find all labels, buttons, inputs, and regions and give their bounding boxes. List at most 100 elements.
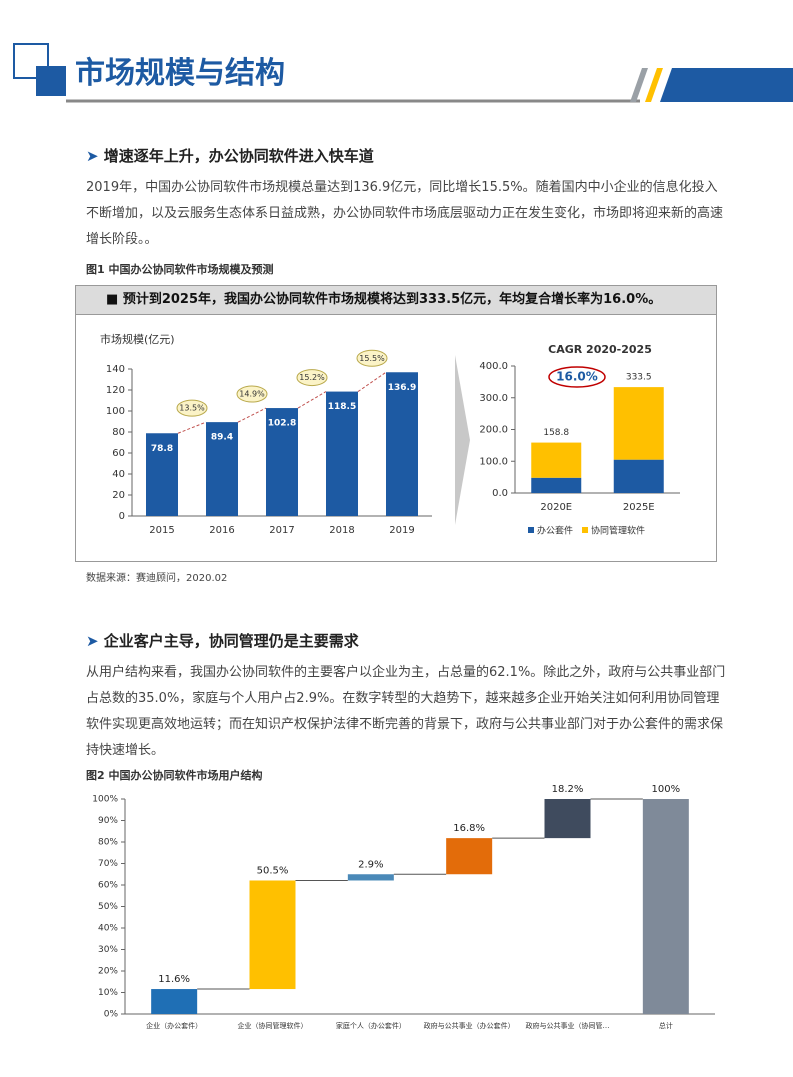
paragraph: 从用户结构来看，我国办公协同软件的主要客户以企业为主，占总量的62.1%。除此之… (86, 665, 726, 758)
bar (347, 874, 394, 881)
annotation-bubble (296, 369, 328, 387)
y-tick-label: 100 (106, 406, 125, 417)
x-tick-label: 政府与公共事业（办公套件） (424, 1021, 515, 1030)
total-label: 333.5 (626, 373, 652, 383)
legend-swatch (528, 527, 534, 533)
source: 数据来源：赛迪顾问，2020.02 (86, 573, 228, 584)
x-tick-label: 2019 (389, 525, 414, 536)
x-tick-label: 2025E (623, 502, 655, 513)
value-label: 16.8% (453, 823, 485, 834)
bar-segment (531, 477, 582, 493)
paragraph: 2019年，中国办公协同软件市场规模总量达到136.9亿元，同比增长15.5%。… (86, 180, 724, 247)
trend-line (177, 421, 207, 434)
y-tick-label: 0 (119, 511, 125, 522)
chart-title: CAGR 2020-2025 (548, 343, 652, 356)
y-tick-label: 80% (98, 838, 118, 848)
y-tick-label: 300.0 (479, 393, 508, 404)
value-label: 50.5% (257, 865, 289, 876)
y-tick-label: 40 (112, 469, 125, 480)
trend-line (237, 407, 267, 423)
heading-text: 增速逐年上升，办公协同软件进入快车道 (103, 147, 374, 165)
bar (326, 391, 358, 516)
y-tick-label: 140 (106, 364, 125, 375)
stripe (630, 68, 648, 102)
y-tick-label: 60 (112, 448, 125, 459)
header-icon (36, 66, 66, 96)
bar-segment (531, 442, 582, 478)
bar (266, 408, 298, 516)
value-label: 100% (652, 784, 681, 795)
stripe (660, 68, 793, 102)
banner: ■ 预计到2025年，我国办公协同软件市场规模将达到333.5亿元，年均复合增长… (75, 285, 717, 315)
value-label: 118.5 (328, 402, 356, 412)
x-tick-label: 2016 (209, 525, 234, 536)
bar (151, 989, 198, 1014)
annotation: 13.5% (179, 404, 205, 413)
bar (446, 838, 493, 875)
x-tick-label: 2015 (149, 525, 174, 536)
x-tick-label: 2017 (269, 525, 294, 536)
bar-segment (613, 387, 664, 460)
stripe (645, 68, 663, 102)
bar (249, 880, 296, 990)
annotation: 15.5% (359, 354, 385, 363)
value-label: 89.4 (211, 433, 233, 443)
annotation-bubble (176, 399, 208, 417)
y-tick-label: 50% (98, 902, 118, 912)
section-heading: ➤ 增速逐年上升，办公协同软件进入快车道 (86, 147, 374, 165)
x-tick-label: 2018 (329, 525, 354, 536)
figure-caption: 图2 中国办公协同软件市场用户结构 (86, 769, 263, 782)
banner-text: 预计到2025年，我国办公协同软件市场规模将达到333.5亿元，年均复合增长率为… (122, 292, 662, 307)
y-tick-label: 400.0 (479, 361, 508, 372)
annotation: 16.0% (556, 370, 598, 384)
y-tick-label: 100% (92, 795, 118, 805)
section-heading: ➤ 企业客户主导，协同管理仍是主要需求 (86, 632, 359, 650)
y-tick-label: 10% (98, 988, 118, 998)
legend-label: 办公套件 (537, 525, 573, 537)
heading-text: 企业客户主导，协同管理仍是主要需求 (103, 632, 359, 650)
chevron (455, 355, 470, 525)
value-label: 18.2% (552, 784, 584, 795)
value-label: 2.9% (358, 859, 383, 870)
y-tick-label: 60% (98, 881, 118, 891)
bar (386, 372, 418, 516)
y-tick-label: 20 (112, 490, 125, 501)
total-label: 158.8 (543, 428, 569, 438)
x-tick-label: 总计 (659, 1021, 673, 1030)
x-tick-label: 企业（办公套件） (146, 1021, 202, 1030)
figure-caption: 图1 中国办公协同软件市场规模及预测 (86, 263, 274, 276)
value-label: 11.6% (158, 974, 190, 985)
value-label: 102.8 (268, 419, 296, 429)
annotation-bubble (356, 349, 388, 367)
annotation: 15.2% (299, 373, 325, 382)
bar (544, 799, 591, 839)
y-tick-label: 40% (98, 924, 118, 934)
y-tick-label: 0.0 (492, 488, 508, 499)
legend-label: 协同管理软件 (591, 525, 645, 537)
y-tick-label: 200.0 (479, 425, 508, 436)
chart-frame (75, 315, 717, 562)
bar (642, 799, 689, 1014)
legend-swatch (582, 527, 589, 533)
header-icon (13, 43, 49, 79)
y-tick-label: 20% (98, 967, 118, 977)
page-title: 市场规模与结构 (75, 56, 285, 91)
y-tick-label: 30% (98, 945, 118, 955)
bar (146, 433, 178, 516)
x-tick-label: 政府与公共事业（协同管… (526, 1021, 610, 1030)
bar-segment (613, 459, 664, 493)
y-tick-label: 70% (98, 859, 118, 869)
y-tick-label: 80 (112, 427, 125, 438)
y-tick-label: 120 (106, 385, 125, 396)
highlight-ring (548, 366, 606, 388)
annotation-bubble (236, 385, 268, 403)
trend-line (297, 391, 327, 409)
x-tick-label: 企业（协同管理软件） (238, 1021, 308, 1030)
annotation: 14.9% (239, 390, 265, 399)
trend-line (357, 371, 387, 392)
value-label: 78.8 (151, 444, 173, 454)
y-axis-label: 市场规模(亿元) (100, 332, 175, 346)
x-tick-label: 家庭个人（办公套件） (336, 1021, 406, 1030)
